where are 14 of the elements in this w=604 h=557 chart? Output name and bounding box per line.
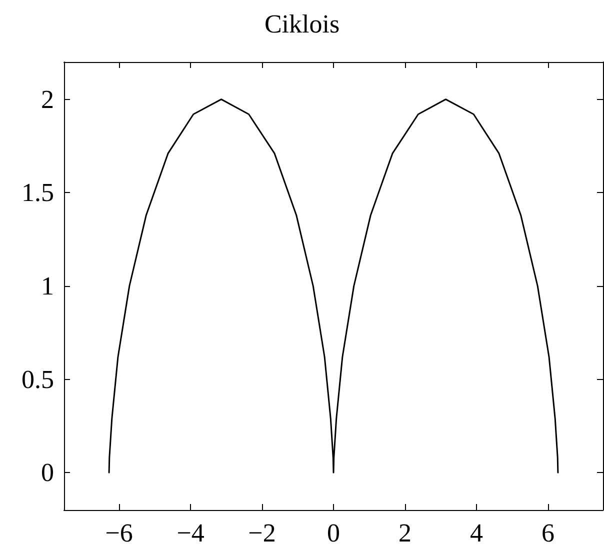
x-tick-label: 2 (398, 518, 412, 548)
y-tick-label: 0 (41, 458, 54, 488)
x-tick-label: 6 (541, 518, 554, 548)
x-tick-label: 4 (470, 518, 483, 548)
y-tick-label: 2 (41, 84, 54, 114)
x-tick-label: −6 (105, 518, 133, 548)
y-tick-label: 0.5 (22, 364, 54, 394)
x-tick-label: −4 (176, 518, 204, 548)
y-tick-label: 1 (41, 272, 54, 300)
x-tick-label: −2 (248, 518, 276, 548)
line-series (108, 98, 559, 474)
x-tick-label: 0 (327, 518, 340, 548)
chart-title: Ciklois (264, 10, 340, 38)
y-tick-label: 1.5 (22, 178, 54, 208)
